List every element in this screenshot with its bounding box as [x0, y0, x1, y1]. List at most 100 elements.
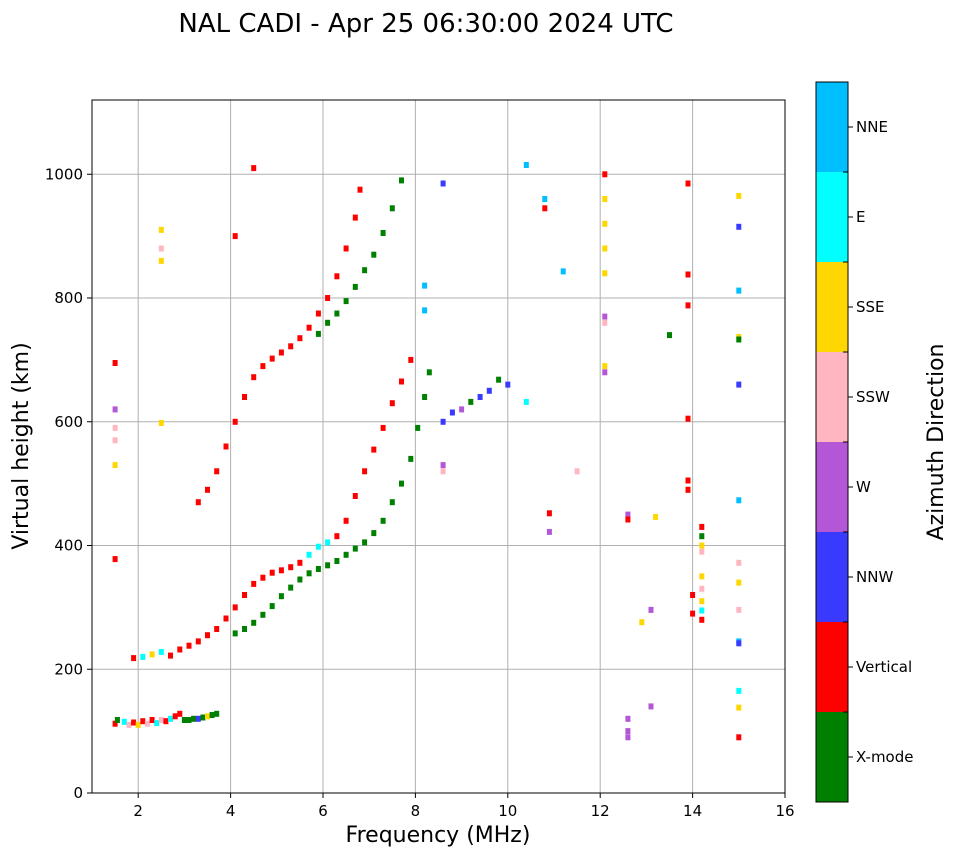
- echo-point: [269, 355, 275, 362]
- echo-point: [496, 376, 502, 383]
- echo-point: [699, 598, 705, 605]
- colorbar-segment: [816, 172, 848, 262]
- echo-point: [288, 343, 294, 350]
- echo-point: [334, 310, 340, 317]
- echo-point: [699, 616, 705, 623]
- colorbar-label: X-mode: [856, 748, 913, 766]
- y-axis-ticks: 0 200 400 600 800 1000: [45, 165, 92, 802]
- echo-point: [205, 713, 210, 720]
- echo-point: [158, 420, 164, 426]
- echo-point: [126, 721, 132, 728]
- echo-point: [191, 715, 197, 722]
- echo-point: [546, 510, 552, 517]
- echo-point: [362, 539, 368, 546]
- echo-point: [546, 528, 552, 535]
- echo-point: [158, 257, 164, 264]
- echo-point: [736, 223, 742, 230]
- echo-point: [422, 307, 428, 314]
- echo-point: [131, 655, 137, 662]
- echo-point: [685, 180, 691, 187]
- colorbar-frame: [815, 81, 849, 803]
- echo-point: [736, 640, 742, 647]
- echo-point: [415, 424, 421, 431]
- echo-point: [288, 564, 294, 571]
- colorbar-label: SSW: [856, 388, 890, 406]
- echo-point: [653, 514, 659, 520]
- plot-frame: [91, 99, 786, 794]
- echo-point: [736, 734, 742, 741]
- echo-point: [699, 548, 705, 555]
- echo-point: [371, 446, 377, 453]
- echo-point: [315, 330, 321, 337]
- echo-point: [408, 356, 414, 363]
- echo-point: [736, 497, 742, 504]
- echo-point: [685, 271, 691, 278]
- echo-point: [352, 283, 358, 290]
- echo-point: [223, 615, 229, 622]
- echo-point: [699, 542, 705, 549]
- echo-point: [140, 653, 146, 660]
- echo-point: [362, 468, 368, 475]
- colorbar-segment: [816, 352, 848, 442]
- echo-point: [112, 360, 118, 366]
- echo-point: [232, 233, 238, 240]
- echo-point: [232, 630, 238, 637]
- echo-point: [168, 652, 173, 659]
- echo-point: [357, 186, 363, 193]
- echo-point: [380, 424, 386, 431]
- echo-point: [685, 415, 691, 422]
- echo-point: [214, 626, 220, 632]
- colorbar-title: Azimuth Direction: [924, 343, 949, 540]
- echo-point: [306, 570, 312, 577]
- echo-point: [449, 409, 455, 416]
- echo-point: [542, 196, 548, 202]
- x-tick-label: 16: [775, 802, 794, 820]
- y-tick-label: 800: [54, 289, 83, 307]
- echo-point: [214, 468, 220, 475]
- echo-point: [205, 486, 210, 493]
- echo-point: [685, 486, 691, 493]
- echo-point: [144, 720, 150, 727]
- echo-point: [352, 545, 358, 552]
- echo-point: [440, 468, 446, 475]
- echo-point: [389, 205, 395, 212]
- colorbar-label: W: [856, 478, 871, 496]
- echo-point: [648, 606, 654, 613]
- echo-point: [440, 462, 446, 469]
- echo-point: [399, 378, 404, 385]
- echo-point: [685, 477, 691, 484]
- echo-point: [195, 638, 201, 645]
- echo-point: [602, 363, 608, 370]
- x-tick-label: 6: [318, 802, 328, 820]
- echo-point: [163, 718, 169, 725]
- data-points: [112, 162, 742, 741]
- echo-point: [422, 282, 428, 289]
- echo-point: [121, 718, 127, 725]
- echo-point: [468, 398, 474, 405]
- echo-point: [112, 424, 118, 431]
- echo-point: [114, 717, 120, 723]
- echo-point: [325, 319, 331, 326]
- chart-title: NAL CADI - Apr 25 06:30:00 2024 UTC: [178, 9, 673, 39]
- echo-point: [625, 511, 631, 518]
- echo-point: [362, 267, 368, 274]
- echo-point: [699, 523, 705, 530]
- colorbar-segment: [816, 262, 848, 352]
- x-tick-label: 8: [411, 802, 421, 820]
- echo-point: [486, 387, 492, 394]
- echo-point: [251, 580, 257, 587]
- echo-point: [242, 394, 247, 400]
- y-tick-label: 400: [54, 537, 83, 555]
- echo-point: [158, 226, 164, 233]
- echo-point: [269, 569, 275, 576]
- echo-point: [112, 556, 118, 563]
- colorbar-segment: [816, 622, 848, 712]
- echo-point: [315, 566, 321, 572]
- echo-point: [149, 651, 155, 658]
- echo-point: [306, 324, 312, 331]
- echo-point: [736, 559, 742, 566]
- echo-point: [278, 567, 284, 574]
- echo-point: [352, 214, 358, 221]
- echo-point: [625, 734, 631, 741]
